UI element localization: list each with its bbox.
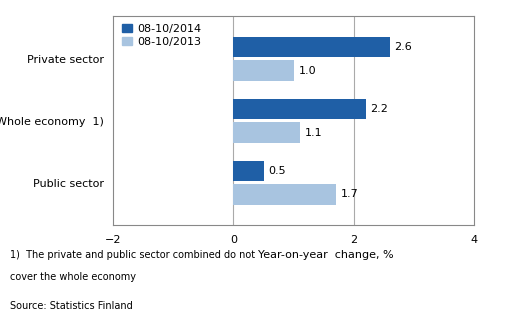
Bar — [233, 61, 294, 81]
Text: 1.7: 1.7 — [340, 189, 358, 199]
Text: 2.6: 2.6 — [394, 42, 412, 52]
Bar — [233, 122, 300, 143]
Text: Source: Statistics Finland: Source: Statistics Finland — [10, 301, 133, 311]
Bar — [233, 161, 264, 181]
Legend: 08-10/2014, 08-10/2013: 08-10/2014, 08-10/2013 — [123, 24, 201, 47]
Bar — [233, 99, 366, 119]
Bar — [233, 37, 390, 57]
Text: 1.1: 1.1 — [304, 128, 322, 137]
Text: 1)  The private and public sector combined do not: 1) The private and public sector combine… — [10, 250, 255, 260]
Text: 1.0: 1.0 — [298, 66, 316, 76]
Text: 0.5: 0.5 — [268, 166, 286, 176]
Text: Year-on-year  change, %: Year-on-year change, % — [258, 250, 393, 260]
Text: 2.2: 2.2 — [370, 104, 388, 114]
Text: cover the whole economy: cover the whole economy — [10, 272, 136, 282]
Bar — [233, 184, 336, 205]
